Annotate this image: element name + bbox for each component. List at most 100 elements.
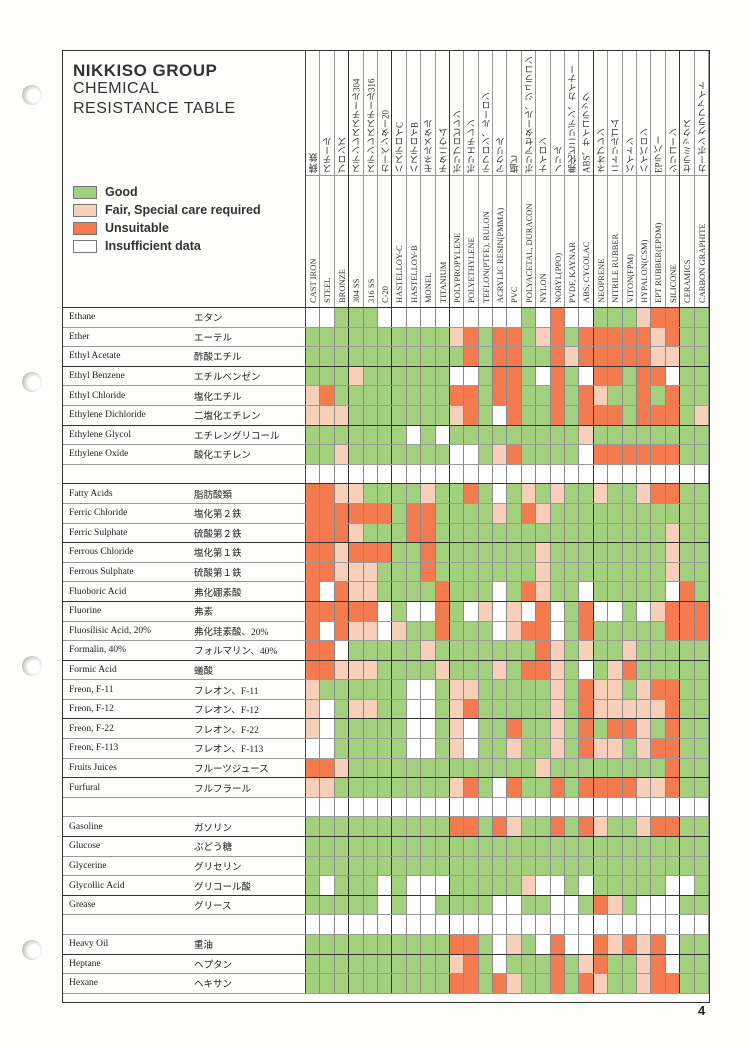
table-row: Ethane エタン	[63, 308, 709, 328]
rating-cell	[694, 366, 709, 386]
column-header: テフロン、ルーロン TEFLON(PTFE), RULON	[478, 51, 494, 307]
rating-cell	[694, 817, 709, 837]
rating-cell	[622, 327, 637, 347]
table-row: Ferric Chloride 塩化第２鉄	[63, 503, 709, 524]
rating-cell	[493, 523, 508, 543]
rating-cell	[377, 543, 393, 562]
rating-cell	[435, 366, 450, 386]
rating-cell	[435, 347, 450, 366]
rating-cell	[536, 660, 551, 680]
rating-cell	[421, 739, 436, 758]
rating-cell	[665, 856, 681, 876]
rating-cell	[579, 523, 594, 543]
rating-cell	[435, 797, 450, 817]
rating-cell	[665, 308, 681, 327]
column-label-en: NITRILE RUBBER	[610, 233, 621, 303]
rating-cell	[334, 739, 350, 758]
rating-cell	[622, 758, 637, 778]
rating-cell	[680, 719, 695, 739]
rating-cell	[406, 621, 422, 641]
rating-cell	[680, 582, 695, 601]
chemical-name-en: Glycerine	[69, 860, 107, 871]
column-header: ハイパロン HYPALON(CSM)	[636, 51, 652, 307]
column-label-ja: スチール	[322, 137, 333, 173]
column-label-en: NORYL(PPO)	[552, 252, 563, 303]
rating-cell	[579, 484, 594, 503]
rating-cell	[478, 308, 494, 327]
rating-cell	[608, 308, 623, 327]
rating-cell	[536, 425, 551, 445]
rating-cell	[363, 523, 378, 543]
rating-cell	[349, 817, 364, 837]
rating-cell	[694, 837, 709, 856]
chemical-name-ja: エチレングリコール	[194, 431, 280, 442]
rating-cell	[392, 503, 407, 523]
rating-cell	[493, 660, 508, 680]
rating-cell	[636, 778, 652, 797]
rating-cell	[550, 817, 566, 837]
rating-cell	[449, 680, 465, 699]
row-label: Ferric Sulphate 硫酸第２鉄	[63, 523, 306, 543]
rating-cell	[406, 660, 422, 680]
rating-cell	[363, 543, 378, 562]
rating-cell	[536, 464, 551, 484]
rating-cell	[521, 876, 537, 895]
rating-cell	[349, 503, 364, 523]
rating-cell	[622, 386, 637, 405]
rating-cell	[536, 895, 551, 915]
chemical-name-en: Glycollic Acid	[69, 880, 125, 891]
legend-swatch	[73, 185, 97, 199]
rating-cell	[493, 386, 508, 405]
blank-row	[63, 915, 709, 935]
row-label: Glycerine グリセリン	[63, 856, 306, 876]
rating-cell	[550, 778, 566, 797]
rating-cell	[392, 974, 407, 993]
rating-cell	[320, 308, 335, 327]
rating-cell	[334, 582, 350, 601]
rating-cell	[334, 954, 350, 974]
rating-cell	[435, 778, 450, 797]
rating-cell	[334, 601, 350, 621]
rating-cell	[536, 699, 551, 719]
table-row: Fatty Acids 脂肪酸類	[63, 484, 709, 504]
rating-cell	[320, 719, 335, 739]
column-header: スチール STEEL	[320, 51, 335, 307]
rating-cell	[306, 856, 321, 876]
rating-cell	[320, 366, 335, 386]
rating-cell	[536, 797, 551, 817]
rating-cell	[478, 837, 494, 856]
rating-cell	[579, 366, 594, 386]
rating-cell	[493, 425, 508, 445]
rating-cell	[334, 386, 350, 405]
column-header: 塩ビ PVC	[507, 51, 522, 307]
rating-cell	[536, 837, 551, 856]
rating-cell	[622, 425, 637, 445]
rating-cell	[320, 621, 335, 641]
rating-cell	[363, 660, 378, 680]
chemical-name-en: Ferric Chloride	[69, 508, 128, 519]
rating-cell	[651, 445, 666, 464]
rating-cell	[377, 719, 393, 739]
rating-cell	[622, 308, 637, 327]
column-label-en: NEOPRENE	[595, 258, 606, 303]
rating-cell	[593, 523, 609, 543]
row-label: Freon, F-22 フレオン、F-22	[63, 719, 306, 739]
rating-cell	[464, 308, 479, 327]
rating-cell	[636, 699, 652, 719]
rating-cell	[320, 817, 335, 837]
rating-cell	[579, 641, 594, 660]
rating-cell	[363, 680, 378, 699]
rating-cell	[521, 366, 537, 386]
rating-cell	[622, 680, 637, 699]
row-label: Grease グリース	[63, 895, 306, 915]
rating-cell	[392, 876, 407, 895]
chemical-name-ja: 弗化珪素酸、20%	[194, 627, 269, 638]
rating-cell	[363, 935, 378, 954]
rating-cell	[406, 935, 422, 954]
rating-cell	[493, 915, 508, 934]
rating-cell	[579, 817, 594, 837]
column-label-en: STEEL	[322, 277, 333, 304]
rating-cell	[680, 484, 695, 503]
rating-cell	[636, 543, 652, 562]
row-label: Ethylene Oxide 酸化エチレン	[63, 445, 306, 464]
